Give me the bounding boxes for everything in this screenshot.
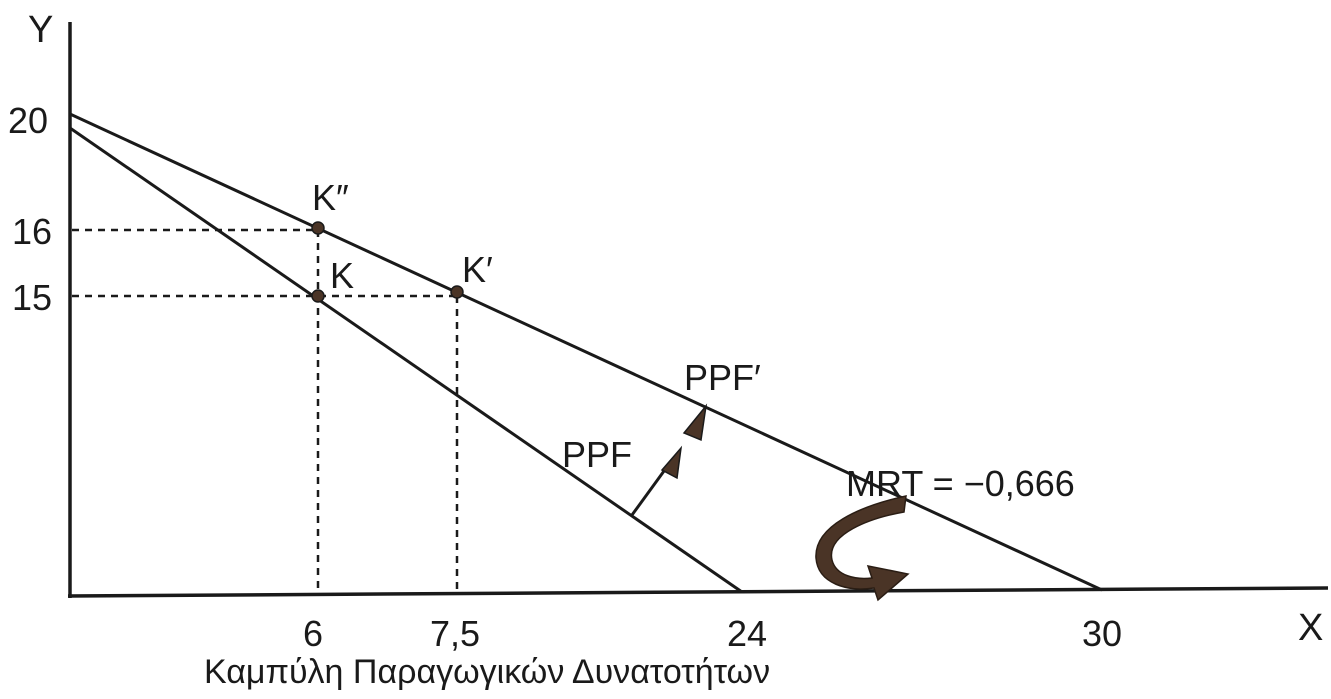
mrt-annotation: MRT = −0,666 (846, 463, 1075, 504)
x-tick-30: 30 (1082, 613, 1122, 654)
y-tick-20: 20 (8, 100, 48, 141)
label-k-prime: K′ (462, 249, 493, 290)
point-k-prime (450, 285, 464, 299)
point-k-double-prime (311, 221, 325, 235)
label-k: K (330, 255, 354, 296)
shift-arrow-head-lower (660, 445, 683, 480)
x-axis-label: X (1298, 607, 1323, 649)
y-axis-label: Y (28, 9, 53, 51)
shift-arrow-head-upper (682, 403, 708, 442)
x-tick-24: 24 (727, 613, 767, 654)
y-tick-16: 16 (12, 211, 52, 252)
diagram-caption: Καμπύλη Παραγωγικών Δυνατοτήτων (204, 653, 770, 691)
label-k-double-prime: K″ (312, 177, 349, 218)
label-ppf: PPF (562, 434, 632, 475)
y-tick-15: 15 (12, 277, 52, 318)
point-k (311, 289, 325, 303)
x-tick-6: 6 (303, 613, 323, 654)
ppf-curve (69, 126, 743, 594)
x-axis (67, 586, 1329, 598)
x-tick-7-5: 7,5 (430, 613, 480, 654)
ppf-prime-curve (69, 112, 1103, 592)
rotation-arrow-icon (815, 495, 910, 602)
label-ppf-prime: PPF′ (684, 357, 761, 398)
